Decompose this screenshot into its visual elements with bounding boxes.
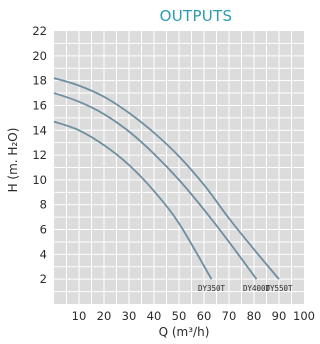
y-tick-label: 2 [40, 272, 47, 286]
y-tick-label: 10 [32, 173, 47, 187]
series-curves [53, 77, 280, 280]
x-tick-label: 30 [122, 309, 137, 323]
x-tick-label: 90 [272, 309, 287, 323]
y-tick-label: 12 [32, 148, 47, 162]
y-tick-label: 6 [40, 223, 47, 237]
series-line-dy350t [53, 120, 213, 280]
y-tick-label: 14 [32, 123, 47, 137]
x-tick-label: 20 [97, 309, 112, 323]
x-axis-label: Q (m³/h) [159, 325, 210, 339]
x-axis-ticks: 10 20 30 40 50 60 70 80 90 100 [72, 309, 315, 323]
x-tick-label: 10 [72, 309, 87, 323]
x-tick-label: 70 [222, 309, 237, 323]
x-tick-label: 100 [293, 309, 315, 323]
x-tick-label: 40 [147, 309, 162, 323]
x-tick-label: 50 [172, 309, 187, 323]
y-tick-label: 22 [32, 24, 47, 38]
y-tick-label: 18 [32, 74, 47, 88]
y-tick-label: 20 [32, 49, 47, 63]
x-tick-label: 80 [247, 309, 262, 323]
grid [54, 31, 304, 304]
series-label-dy350t: DY350T [198, 284, 226, 293]
series-line-dy550t [53, 77, 280, 280]
series-label-dy400t: DY400T [243, 284, 271, 293]
y-axis-ticks: 2 4 6 8 10 12 14 16 18 20 22 [32, 24, 47, 286]
series-label-dy550t: DY550T [265, 284, 293, 293]
y-axis-label: H (m. H₂O) [6, 128, 20, 193]
x-tick-label: 60 [197, 309, 212, 323]
chart-title: OUTPUTS [160, 7, 233, 25]
y-tick-label: 16 [32, 98, 47, 112]
y-tick-label: 4 [40, 247, 47, 261]
series-line-dy400t [53, 92, 258, 280]
y-tick-label: 8 [40, 198, 47, 212]
